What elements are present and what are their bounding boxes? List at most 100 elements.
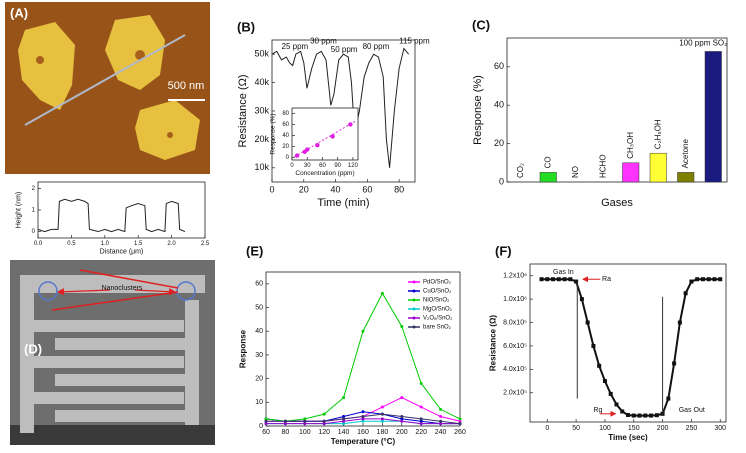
bar [649,152,667,183]
x-tick-label: 0 [269,184,274,194]
y-tick-label: 1 [32,208,36,214]
x-tick-label: 200 [657,425,669,432]
bar [704,51,722,183]
data-point [264,417,268,421]
x-tick-label: 50 [572,425,580,432]
x-tick-label: 80 [282,429,290,436]
data-point [400,396,404,400]
y-tick-label: 10k [254,162,269,172]
x-axis-label: Concentration (ppm) [295,170,354,177]
y-axis-label: Response (%) [270,113,277,154]
y-tick-label: 60 [282,122,289,128]
data-point [700,277,705,282]
x-tick-label: 0.0 [34,241,43,247]
data-point [439,407,443,411]
panel-label: (C) [472,17,490,32]
y-axis-label: Resistance (Ω) [237,74,249,147]
y-tick-label: 0 [499,176,504,186]
panel-label: (B) [237,19,255,34]
data-point [556,277,561,282]
data-point [342,396,346,400]
x-tick-label: 240 [435,429,447,436]
data-point [400,415,404,419]
data-point [283,422,287,426]
category-label: C₂H₅OH [653,119,662,149]
data-point [361,410,365,414]
y-tick-label: 2 [32,186,36,192]
data-point [626,412,630,417]
x-tick-label: 100 [599,425,611,432]
y-tick-label: 0 [32,229,36,235]
data-point [303,422,307,426]
y-tick-label: 20 [494,138,504,148]
data-point [683,291,688,296]
data-point [361,419,365,423]
x-tick-label: 220 [415,429,427,436]
y-axis-label: Resistance (Ω) [489,315,498,372]
data-point [264,422,268,426]
data-point [322,422,326,426]
data-point [342,417,346,421]
category-label: NO [571,166,580,178]
data-point [342,419,346,423]
data-point [361,415,365,419]
y-tick-label: 4.0x10⁵ [503,366,527,373]
data-point [419,422,423,426]
legend-marker [412,307,416,311]
line-series [271,47,410,168]
x-tick-label: 1.0 [101,241,110,247]
data-point [666,396,671,401]
data-point [608,391,613,396]
category-label: CH₃OH [626,132,635,159]
x-tick-label: 60 [262,429,270,436]
x-axis-label: Temperature (°C) [331,437,396,446]
plot-frame [529,263,727,423]
legend-marker [412,289,416,293]
x-tick-label: 60 [319,163,326,169]
annotation: 115 ppm [399,37,430,46]
x-tick-label: 80 [394,184,404,194]
data-point [591,343,596,348]
data-point [458,417,462,421]
y-tick-label: 2.0x10⁵ [503,390,527,397]
data-point [303,417,307,421]
legend-label: PdO/SnO₂ [423,280,452,286]
plot-frame [265,271,461,427]
data-point [539,277,544,282]
x-tick-label: 250 [686,425,698,432]
x-axis-label: Time (min) [317,197,369,209]
x-axis-label: Time (sec) [608,433,648,442]
data-point [677,320,682,325]
y-tick-label: 30k [254,105,269,115]
data-point [602,379,607,384]
data-point [706,277,711,282]
y-tick-label: 20 [255,375,263,382]
x-tick-label: 120 [318,429,330,436]
panel-label: (D) [24,341,42,356]
legend-label: NiO/SnO₂ [423,298,450,304]
data-point [672,361,677,366]
y-axis-label: Response [239,329,248,368]
afm-image: 500 nm (A) [5,2,210,174]
y-tick-label: 1.2x10⁶ [503,273,527,280]
data-point [579,297,584,302]
y-tick-label: 1.0x10⁶ [503,296,527,303]
x-tick-label: 1.5 [134,241,143,247]
y-tick-label: 20 [282,144,289,150]
y-tick-label: 6.0x10⁵ [503,343,527,350]
y-tick-label: 40 [255,328,263,335]
data-point [322,412,326,416]
x-tick-label: 100 [299,429,311,436]
y-tick-label: 20k [254,134,269,144]
x-axis-label: Gases [601,197,633,209]
x-tick-label: 30 [304,163,311,169]
annotation: Gas In [553,269,574,276]
data-point [342,422,346,426]
annotation: Rg [593,407,602,414]
data-point [614,402,619,407]
data-point [322,419,326,423]
bar [539,172,557,183]
category-label: 100 ppm SO₂ [679,39,727,48]
x-tick-label: 2.0 [167,241,176,247]
data-point [264,419,268,423]
